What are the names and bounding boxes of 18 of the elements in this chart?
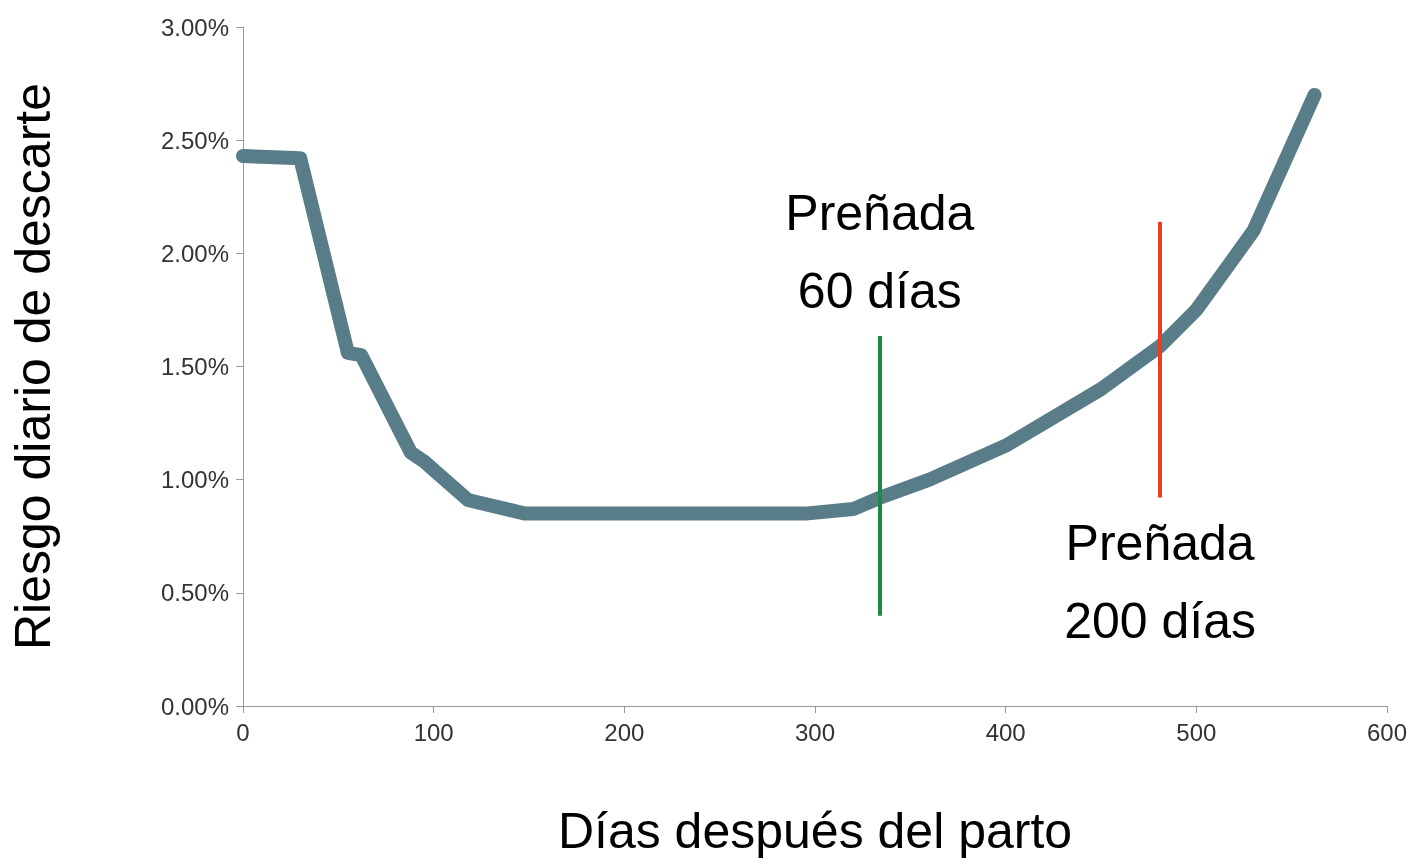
x-tick-label: 200 (604, 718, 645, 746)
x-tick-label: 600 (1366, 718, 1408, 746)
x-axis-title: Días después del parto (557, 803, 1073, 859)
y-tick-label: 0.50% (160, 579, 229, 607)
ref-line-label: Preñada 200 días (1064, 514, 1257, 649)
y-tick-label: 3.00% (160, 13, 229, 41)
x-tick-label: 500 (1176, 718, 1217, 746)
ref-line-label: Preñada 60 días (785, 184, 975, 319)
y-tick-label: 2.00% (160, 239, 229, 267)
x-tick-label: 300 (794, 718, 836, 746)
y-tick-label: 1.50% (160, 353, 229, 380)
y-axis-title: Riesgo diario de descarte (5, 83, 61, 650)
y-tick-label: 0.00% (160, 692, 229, 720)
y-tick-label: 1.00% (160, 466, 229, 494)
x-tick-label: 100 (413, 718, 454, 746)
y-tick-label: 2.50% (160, 126, 229, 154)
x-tick-label: 400 (985, 718, 1026, 746)
x-tick-label: 0 (236, 718, 250, 746)
